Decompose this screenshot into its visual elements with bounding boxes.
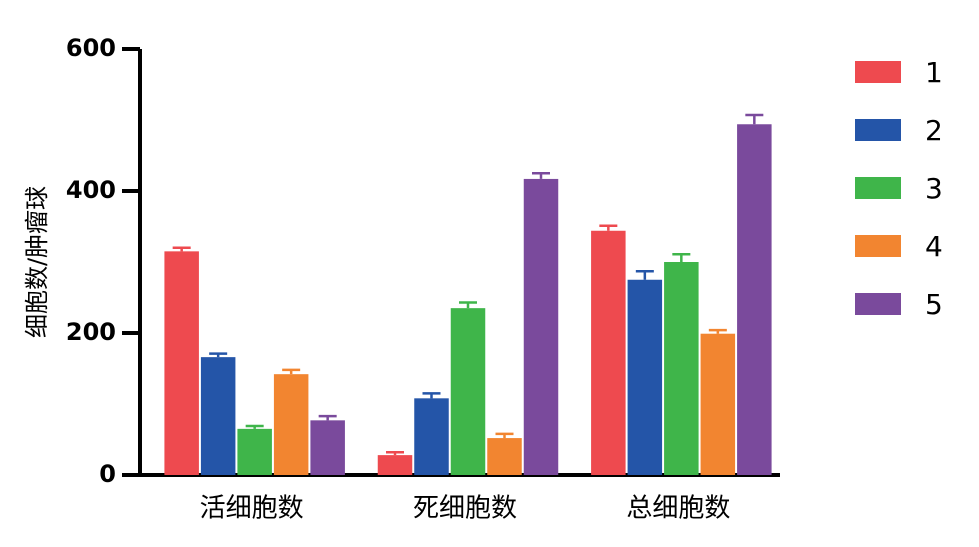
bar [737, 124, 772, 475]
legend-swatch [855, 293, 901, 315]
error-bar [172, 246, 191, 252]
legend-swatch [855, 119, 901, 141]
legend-swatch [855, 61, 901, 83]
bar [627, 279, 663, 475]
bar [164, 251, 199, 475]
error-bar [599, 224, 618, 231]
bar [414, 398, 449, 475]
y-tick-label: 200 [66, 318, 116, 346]
error-bar [495, 432, 514, 439]
x-tick-label: 死细胞数 [413, 494, 517, 524]
bar [273, 374, 309, 475]
error-bar [245, 424, 264, 429]
bar [700, 333, 736, 475]
error-bar [532, 172, 550, 179]
legend-label: 4 [925, 230, 943, 263]
y-tick-label: 400 [66, 176, 116, 204]
legend-label: 5 [925, 288, 943, 321]
legend-label: 3 [925, 172, 943, 205]
y-tick-label: 0 [99, 460, 116, 488]
bar [377, 455, 413, 475]
y-axis-label: 细胞数/肿瘤球 [23, 186, 51, 338]
legend-label: 2 [925, 114, 943, 147]
bar [450, 308, 486, 475]
error-bar [422, 392, 441, 399]
bar [664, 262, 699, 475]
bar [200, 357, 236, 475]
error-bar [672, 252, 691, 262]
legend-swatch [855, 235, 901, 257]
error-bar [635, 269, 654, 280]
bar [237, 428, 272, 475]
x-tick-label: 总细胞数 [626, 494, 730, 524]
error-bar [209, 352, 228, 358]
error-bar [386, 451, 404, 456]
error-bar [459, 301, 477, 309]
error-bar [708, 328, 727, 334]
bar [591, 230, 626, 475]
bar [487, 438, 522, 475]
error-bar [282, 368, 301, 375]
bar [310, 420, 345, 475]
legend-swatch [855, 177, 901, 199]
error-bar [745, 113, 764, 125]
x-tick-label: 活细胞数 [200, 494, 304, 524]
bar [523, 178, 559, 475]
legend-label: 1 [925, 56, 943, 89]
y-tick-label: 600 [66, 34, 116, 62]
error-bar [318, 414, 337, 421]
